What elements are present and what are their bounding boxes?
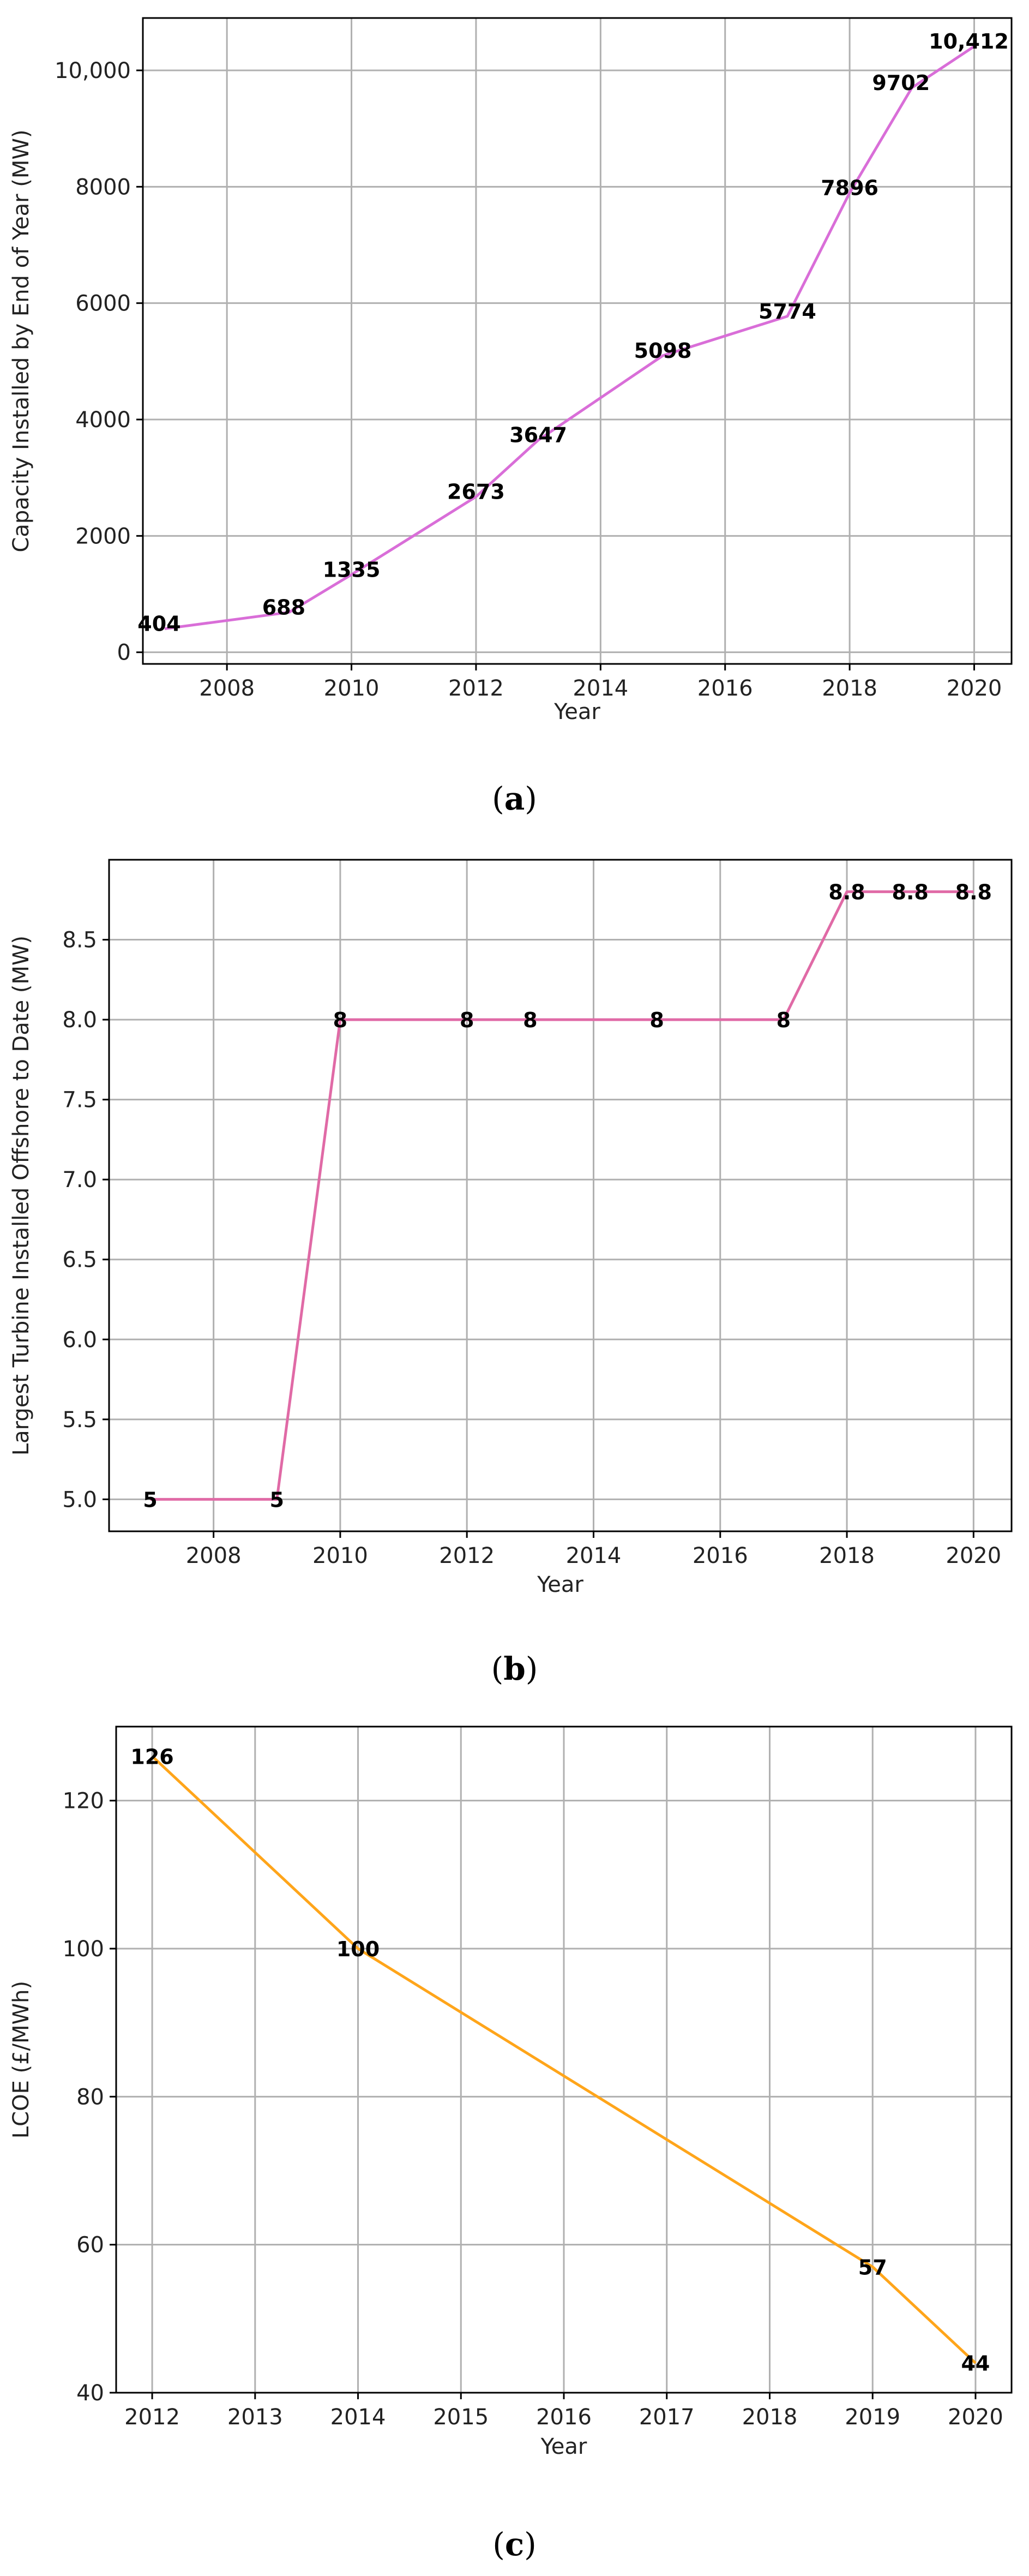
data-labels: 126 100 57 44 bbox=[130, 1745, 990, 2375]
x-tick-label: 2020 bbox=[946, 1543, 1001, 1568]
data-labels: 404 688 1335 2673 3647 5098 5774 7896 9702 10,412 bbox=[137, 29, 1009, 636]
x-tick-label: 2012 bbox=[448, 676, 504, 701]
plot-frame bbox=[142, 17, 1013, 665]
x-tick-label: 2010 bbox=[324, 676, 380, 701]
data-label: 8 bbox=[649, 1008, 664, 1032]
y-tick-label: 5.5 bbox=[62, 1407, 97, 1433]
grid-lines bbox=[109, 860, 1012, 1531]
y-tick-label: 100 bbox=[63, 1937, 104, 1962]
chart-panel-c: 2012 2013 2014 2015 2016 2017 2018 2019 2020 40 60… bbox=[0, 1708, 1029, 2576]
y-tick-label: 8.5 bbox=[62, 928, 97, 953]
x-tick-label: 2018 bbox=[822, 676, 877, 701]
data-label: 404 bbox=[137, 612, 180, 636]
x-axis: 2008 2010 2012 2014 2016 2018 2020 bbox=[199, 664, 1002, 701]
grid-lines bbox=[116, 1727, 1012, 2394]
data-label: 688 bbox=[262, 595, 305, 619]
x-tick-label: 2020 bbox=[948, 2405, 1003, 2430]
x-tick-label: 2016 bbox=[693, 1543, 748, 1568]
y-axis: 0 2000 4000 6000 8000 10,000 bbox=[55, 58, 143, 666]
data-label: 5098 bbox=[634, 339, 692, 363]
series-line bbox=[151, 1755, 977, 2364]
y-axis: 40 60 80 100 120 bbox=[63, 1789, 116, 2406]
plot-frame bbox=[108, 859, 1013, 1532]
y-tick-label: 8.0 bbox=[62, 1008, 97, 1033]
x-axis-label: Year bbox=[553, 699, 600, 724]
x-tick-label: 2018 bbox=[742, 2405, 798, 2430]
data-label: 8.8 bbox=[892, 880, 929, 904]
x-tick-label: 2014 bbox=[566, 1543, 622, 1568]
y-tick-label: 4000 bbox=[75, 408, 131, 433]
y-tick-label: 5.0 bbox=[62, 1487, 97, 1512]
lcoe-chart: 2012 2013 2014 2015 2016 2017 2018 2019 2020 40 60… bbox=[9, 1726, 1013, 2459]
data-label: 2673 bbox=[447, 480, 505, 504]
series-line bbox=[150, 890, 974, 1501]
data-label: 44 bbox=[961, 2352, 990, 2376]
caption-a: (a) bbox=[492, 780, 537, 817]
capacity-chart: 2008 2010 2012 2014 2016 2018 2020 0 2000 4000 600… bbox=[9, 17, 1013, 724]
x-tick-label: 2014 bbox=[573, 676, 628, 701]
y-axis-label: Largest Turbine Installed Offshore to Da… bbox=[9, 936, 34, 1455]
data-label: 8.8 bbox=[955, 880, 992, 904]
y-tick-label: 6.0 bbox=[62, 1327, 97, 1352]
y-tick-label: 10,000 bbox=[55, 58, 131, 83]
data-label: 126 bbox=[130, 1745, 173, 1769]
x-axis: 2008 2010 2012 2014 2016 2018 2020 bbox=[186, 1531, 1001, 1568]
caption-c: (c) bbox=[492, 2526, 537, 2563]
x-tick-label: 2012 bbox=[439, 1543, 495, 1568]
y-tick-label: 8000 bbox=[75, 175, 131, 200]
data-label: 5774 bbox=[759, 299, 816, 324]
turbine-chart: 2008 2010 2012 2014 2016 2018 2020 5.0 5.5 6.0 6.5… bbox=[9, 859, 1013, 1597]
data-label: 8 bbox=[777, 1008, 791, 1032]
y-tick-label: 120 bbox=[63, 1789, 104, 1814]
x-tick-label: 2018 bbox=[819, 1543, 875, 1568]
series-line bbox=[164, 45, 975, 631]
chart-panel-a: 2008 2010 2012 2014 2016 2018 2020 0 2000 4000 600… bbox=[0, 0, 1029, 840]
y-tick-label: 2000 bbox=[75, 524, 131, 549]
x-tick-label: 2015 bbox=[433, 2405, 489, 2430]
x-axis: 2012 2013 2014 2015 2016 2017 2018 2019 2020 bbox=[124, 2393, 1003, 2430]
x-tick-label: 2008 bbox=[186, 1543, 242, 1568]
y-axis-label: Capacity Installed by End of Year (MW) bbox=[9, 129, 34, 552]
data-label: 100 bbox=[336, 1937, 380, 1961]
y-tick-label: 80 bbox=[76, 2084, 104, 2110]
y-tick-label: 7.5 bbox=[62, 1088, 97, 1113]
x-tick-label: 2014 bbox=[330, 2405, 386, 2430]
data-labels: 5 5 8 8 8 8 8 8.8 8.8 8.8 bbox=[143, 880, 992, 1512]
chart-panel-b: 2008 2010 2012 2014 2016 2018 2020 5.0 5.5 6.0 6.5… bbox=[0, 840, 1029, 1708]
y-tick-label: 7.0 bbox=[62, 1167, 97, 1193]
data-label: 8 bbox=[523, 1008, 537, 1032]
y-tick-label: 60 bbox=[76, 2233, 104, 2258]
x-axis-label: Year bbox=[540, 2434, 587, 2459]
data-label: 8 bbox=[460, 1008, 474, 1032]
data-label: 3647 bbox=[509, 423, 567, 447]
y-tick-label: 0 bbox=[117, 640, 131, 666]
data-label: 7896 bbox=[821, 176, 878, 200]
x-tick-label: 2017 bbox=[639, 2405, 695, 2430]
y-axis: 5.0 5.5 6.0 6.5 7.0 7.5 8.0 8.5 bbox=[62, 928, 109, 1512]
data-label: 57 bbox=[858, 2255, 887, 2279]
data-label: 8.8 bbox=[828, 880, 865, 904]
x-tick-label: 2016 bbox=[536, 2405, 592, 2430]
x-tick-label: 2012 bbox=[124, 2405, 180, 2430]
data-label: 5 bbox=[270, 1488, 284, 1512]
x-axis-label: Year bbox=[537, 1572, 583, 1597]
data-label: 10,412 bbox=[929, 29, 1009, 53]
x-tick-label: 2020 bbox=[947, 676, 1002, 701]
data-label: 5 bbox=[143, 1488, 157, 1512]
grid-lines bbox=[143, 18, 1012, 664]
y-tick-label: 40 bbox=[76, 2381, 104, 2406]
data-label: 9702 bbox=[872, 71, 930, 95]
y-axis-label: LCOE (£/MWh) bbox=[9, 1981, 34, 2138]
x-tick-label: 2013 bbox=[227, 2405, 283, 2430]
x-tick-label: 2016 bbox=[697, 676, 753, 701]
x-tick-label: 2008 bbox=[199, 676, 255, 701]
caption-b: (b) bbox=[491, 1650, 538, 1687]
data-label: 1335 bbox=[323, 558, 381, 582]
y-tick-label: 6000 bbox=[75, 291, 131, 316]
x-tick-label: 2010 bbox=[312, 1543, 368, 1568]
data-label: 8 bbox=[333, 1008, 347, 1032]
x-tick-label: 2019 bbox=[845, 2405, 900, 2430]
y-tick-label: 6.5 bbox=[62, 1248, 97, 1273]
